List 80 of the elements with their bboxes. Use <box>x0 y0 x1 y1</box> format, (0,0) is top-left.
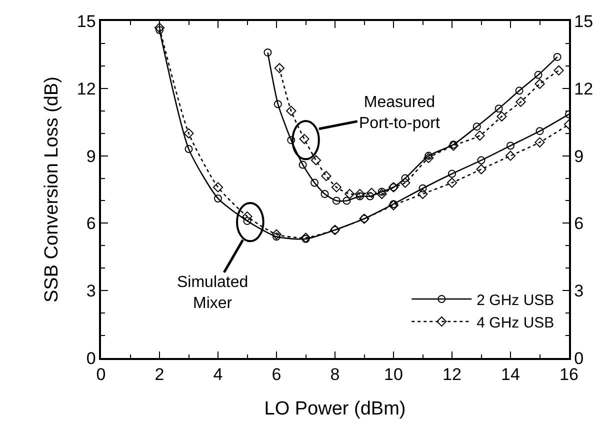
y-axis-title: SSB Conversion Loss (dB) <box>41 76 62 302</box>
point <box>418 184 427 192</box>
y-tick-label: 6 <box>86 214 96 234</box>
point <box>342 196 351 205</box>
point <box>424 153 434 164</box>
point <box>553 52 562 61</box>
point <box>298 160 307 169</box>
y2-tick-label: 0 <box>574 348 584 368</box>
x-tick-label: 8 <box>330 365 340 384</box>
point <box>184 128 194 138</box>
point <box>212 182 224 192</box>
y2-tick-label: 12 <box>574 79 594 98</box>
x-tick-label: 2 <box>154 365 164 384</box>
legend-label: 4 GHz USB <box>476 314 554 332</box>
point <box>505 150 516 161</box>
point <box>516 96 526 107</box>
point <box>400 178 410 188</box>
point <box>274 63 284 74</box>
point <box>356 192 364 200</box>
y-tick-label: 12 <box>76 79 96 98</box>
annotation: Measured Port-to-port <box>359 94 440 132</box>
y2-tick-label: 3 <box>574 282 584 301</box>
point <box>418 188 428 200</box>
point <box>378 188 386 196</box>
point <box>472 122 481 131</box>
point <box>366 192 374 200</box>
y2-tick-label: 6 <box>574 214 584 234</box>
point <box>354 188 365 200</box>
annotation: Simulated Mixer <box>177 274 248 312</box>
point <box>536 127 544 136</box>
point <box>331 182 342 192</box>
x-axis-title: LO Power (dBm) <box>264 398 406 420</box>
point <box>477 156 486 164</box>
point <box>424 152 433 160</box>
point <box>156 26 164 34</box>
point <box>448 170 456 178</box>
x-tick-label: 10 <box>384 365 403 384</box>
y-tick-label: 9 <box>86 146 96 166</box>
point <box>274 100 282 108</box>
point <box>534 137 545 148</box>
point <box>184 145 193 154</box>
point <box>272 232 280 241</box>
point <box>476 164 486 174</box>
point <box>515 86 524 95</box>
point <box>534 78 545 89</box>
point <box>496 111 507 122</box>
point <box>366 188 377 198</box>
x-tick-label: 6 <box>272 365 282 384</box>
point <box>243 216 252 225</box>
point <box>554 65 564 76</box>
point <box>332 196 340 205</box>
y-tick-label: 0 <box>86 348 96 368</box>
point <box>401 174 410 182</box>
legend-label: 2 GHz USB <box>476 292 554 309</box>
x-tick-label: 14 <box>501 365 520 384</box>
x-tick-label: 4 <box>213 365 223 384</box>
point <box>376 188 387 200</box>
point <box>321 170 332 182</box>
y-tick-label: 15 <box>76 12 96 31</box>
point <box>344 188 355 200</box>
point <box>494 104 503 113</box>
y2-tick-label: 15 <box>574 12 594 31</box>
point <box>286 106 296 116</box>
point <box>534 70 542 79</box>
point <box>320 190 329 198</box>
point <box>506 142 514 150</box>
point <box>214 194 222 202</box>
point <box>287 136 296 144</box>
point <box>271 229 282 240</box>
point <box>446 178 458 188</box>
point <box>310 155 322 166</box>
point <box>242 211 252 222</box>
y2-tick-label: 9 <box>574 146 584 166</box>
x-tick-label: 12 <box>442 365 462 384</box>
x-tick-label: 16 <box>560 365 578 384</box>
point <box>310 178 319 187</box>
point <box>264 48 272 56</box>
y-tick-label: 3 <box>86 282 96 301</box>
point <box>154 22 165 33</box>
point <box>474 130 485 141</box>
